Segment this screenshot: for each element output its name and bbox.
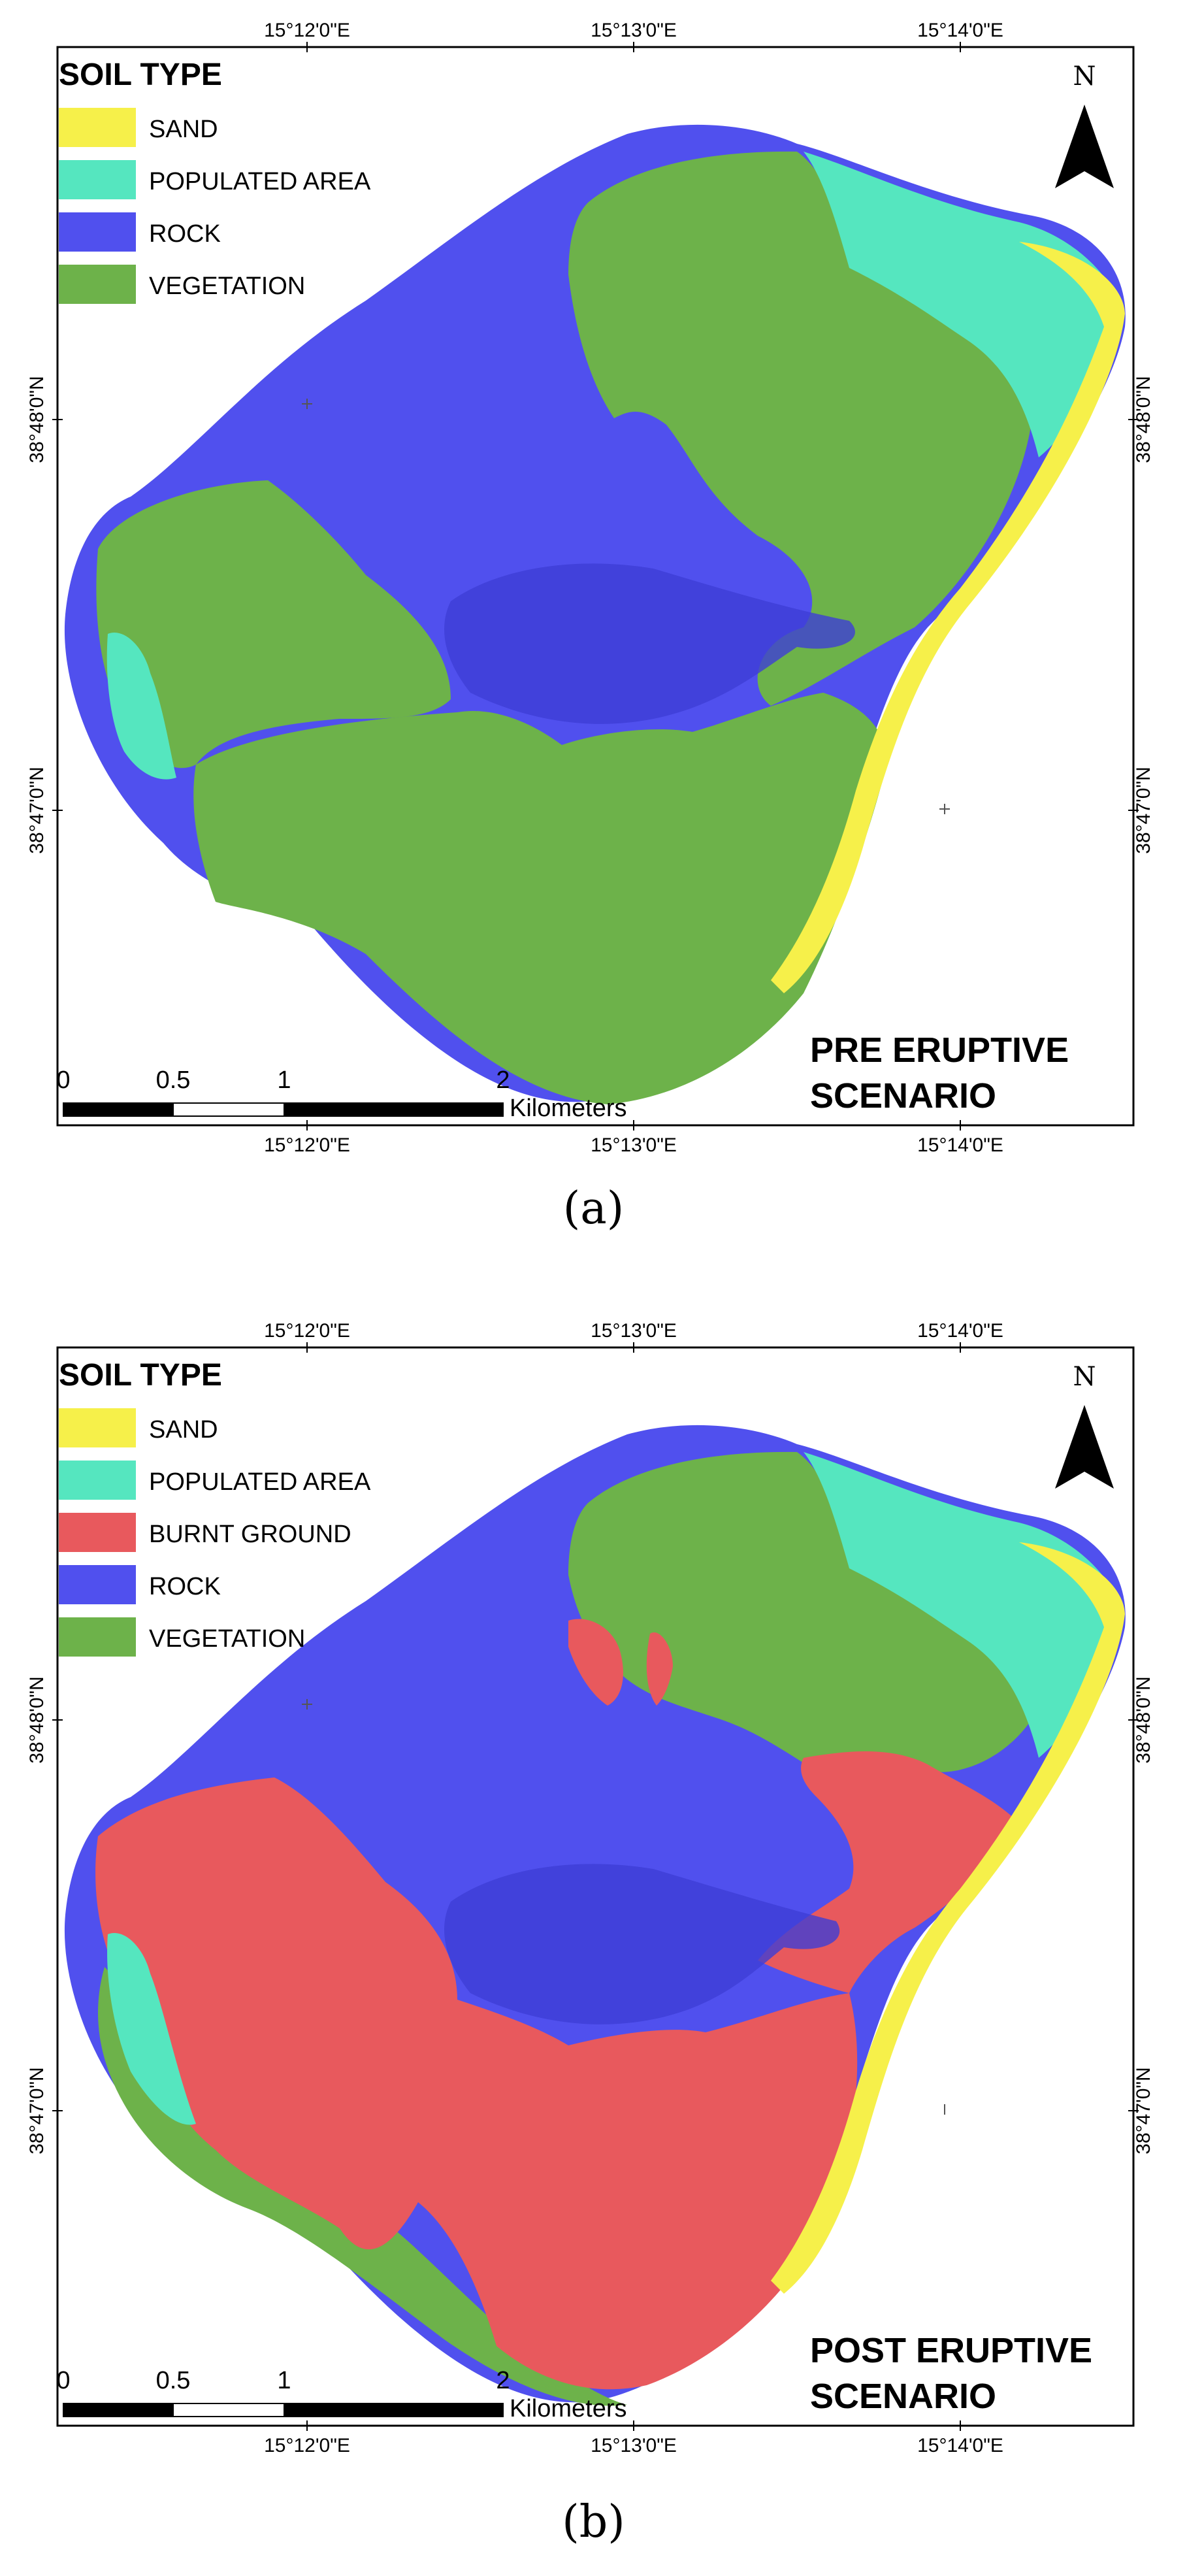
scale-bar: 0 0.5 1 2 Kilometers (56, 2367, 626, 2422)
legend-swatch-vegetation (59, 1617, 136, 1657)
scale-label: 0 (56, 2367, 70, 2394)
north-label: N (1073, 1362, 1096, 1392)
map-b-svg: 15°12'0"E 15°13'0"E 15°14'0"E 15°12'0"E … (26, 1320, 1154, 2456)
north-arrow: N (1055, 1362, 1114, 1489)
legend-swatch-sand (59, 1408, 136, 1447)
legend: SOIL TYPE SAND POPULATED AREA ROCK VEGET… (59, 58, 371, 304)
legend-label: VEGETATION (149, 272, 305, 300)
map-panel-a: 15°12'0"E 15°13'0"E 15°14'0"E 15°12'0"E … (0, 0, 1187, 1242)
north-arrow-icon (1055, 105, 1114, 188)
left-tick-label: 38°48'0"N (26, 1676, 48, 1763)
bottom-tick-label: 15°13'0"E (591, 2435, 677, 2456)
legend-label: SAND (149, 116, 218, 143)
legend-label: ROCK (149, 220, 221, 248)
legend-swatch-burnt (59, 1513, 136, 1552)
legend-label: VEGETATION (149, 1625, 305, 1653)
figure-caption: (b) (562, 2496, 625, 2548)
populated-region-ne (804, 152, 1120, 457)
vegetation-region-south (193, 693, 888, 1104)
bottom-tick-label: 15°12'0"E (264, 2435, 350, 2456)
top-tick-label: 15°13'0"E (591, 1320, 677, 1342)
map-panel-b: 15°12'0"E 15°13'0"E 15°14'0"E 15°12'0"E … (0, 1300, 1187, 2576)
legend-swatch-populated (59, 160, 136, 199)
populated-region-west (106, 633, 176, 780)
legend-title: SOIL TYPE (59, 58, 222, 92)
legend-title: SOIL TYPE (59, 1358, 222, 1393)
legend-label: ROCK (149, 1573, 221, 1600)
left-tick-label: 38°47'0"N (26, 767, 48, 853)
legend-swatch-populated (59, 1461, 136, 1500)
vegetation-region-north (568, 151, 1032, 706)
bottom-tick-label: 15°14'0"E (917, 1134, 1003, 1156)
north-label: N (1073, 61, 1096, 91)
right-tick-label: 38°48'0"N (1133, 376, 1154, 463)
burnt-region-west-south (95, 1777, 858, 2390)
scale-label: 0.5 (156, 2367, 191, 2394)
scale-bar: 0 0.5 1 2 Kilometers (56, 1066, 626, 1122)
scenario-title-line2: SCENARIO (810, 2377, 996, 2416)
left-tick-label: 38°48'0"N (26, 376, 48, 463)
right-tick-label: 38°48'0"N (1133, 1676, 1154, 1763)
vegetation-region-north (568, 1451, 1032, 1772)
legend-label: POPULATED AREA (149, 168, 371, 195)
sand-region-east (771, 1542, 1125, 2294)
top-tick-label: 15°12'0"E (264, 20, 350, 41)
right-tick-label: 38°47'0"N (1133, 767, 1154, 853)
crater-rock-detail (444, 1864, 840, 2024)
burnt-region-north-patch (568, 1619, 623, 1706)
left-tick-label: 38°47'0"N (26, 2067, 48, 2154)
graticule-ticks (52, 42, 1139, 1131)
legend-label: BURNT GROUND (149, 1521, 351, 1548)
right-tick-label: 38°47'0"N (1133, 2067, 1154, 2154)
scale-label: 1 (277, 2367, 291, 2394)
north-arrow: N (1055, 61, 1114, 188)
vegetation-region-west (96, 480, 451, 768)
graticule-crosses (302, 1699, 945, 2115)
scale-label: 1 (277, 1066, 291, 1094)
crater-rock-detail (444, 563, 855, 724)
bottom-tick-label: 15°13'0"E (591, 1134, 677, 1156)
bottom-tick-label: 15°12'0"E (264, 1134, 350, 1156)
burnt-region-north-patch (646, 1632, 673, 1706)
bottom-tick-label: 15°14'0"E (917, 2435, 1003, 2456)
graticule-crosses (302, 399, 950, 814)
scenario-title-line1: POST ERUPTIVE (810, 2331, 1092, 2370)
vegetation-region-south (98, 1967, 627, 2406)
top-tick-label: 15°13'0"E (591, 20, 677, 41)
scale-label: 2 (496, 2367, 510, 2394)
populated-region-ne (804, 1452, 1120, 1758)
legend-swatch-rock (59, 212, 136, 252)
scale-unit: Kilometers (510, 1095, 627, 1122)
sand-region-east (771, 242, 1125, 993)
legend-label: SAND (149, 1416, 218, 1444)
scale-label: 2 (496, 1066, 510, 1094)
north-arrow-icon (1055, 1405, 1114, 1489)
scale-label: 0.5 (156, 1066, 191, 1094)
legend-swatch-vegetation (59, 265, 136, 304)
scale-unit: Kilometers (510, 2395, 627, 2422)
scenario-title-line1: PRE ERUPTIVE (810, 1031, 1069, 1070)
top-tick-label: 15°14'0"E (917, 1320, 1003, 1342)
legend-swatch-rock (59, 1565, 136, 1604)
populated-region-west (107, 1933, 196, 2125)
legend-label: POPULATED AREA (149, 1468, 371, 1496)
legend-swatch-sand (59, 108, 136, 147)
scale-label: 0 (56, 1066, 70, 1094)
top-tick-label: 15°12'0"E (264, 1320, 350, 1342)
graticule-ticks (52, 1342, 1139, 2431)
figure-caption: (a) (562, 1183, 625, 1234)
scenario-title-line2: SCENARIO (810, 1076, 996, 1115)
top-tick-label: 15°14'0"E (917, 20, 1003, 41)
map-a-svg: 15°12'0"E 15°13'0"E 15°14'0"E 15°12'0"E … (26, 20, 1154, 1156)
legend: SOIL TYPE SAND POPULATED AREA BURNT GROU… (59, 1358, 371, 1657)
